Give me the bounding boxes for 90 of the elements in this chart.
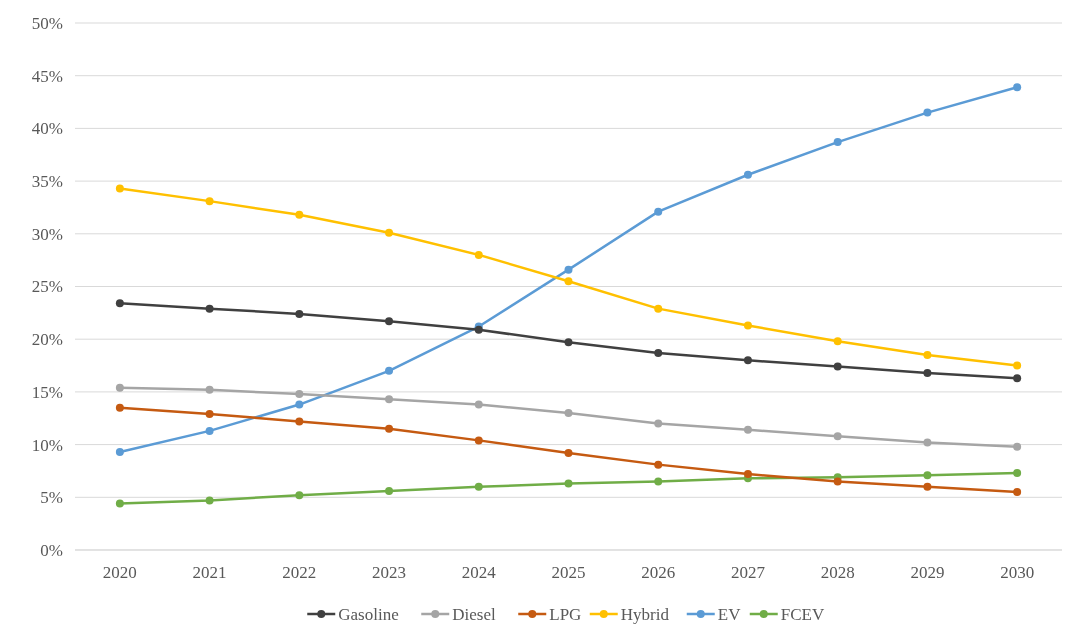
x-tick-label: 2026	[641, 563, 676, 582]
x-tick-label: 2028	[820, 563, 855, 582]
point	[833, 362, 842, 371]
point	[564, 277, 573, 286]
point	[564, 479, 573, 488]
point	[295, 210, 304, 219]
point	[833, 432, 842, 441]
point	[1013, 374, 1022, 383]
point	[833, 337, 842, 346]
point	[743, 356, 752, 365]
point	[474, 436, 483, 445]
point	[654, 207, 663, 216]
point	[833, 477, 842, 486]
legend-label: LPG	[549, 604, 582, 624]
point	[1013, 442, 1022, 451]
legend-label: Hybrid	[620, 604, 670, 624]
point	[385, 424, 394, 433]
y-tick-label: 15%	[31, 382, 63, 402]
y-tick-label: 20%	[31, 330, 63, 350]
point	[474, 400, 483, 409]
point	[295, 417, 304, 426]
point	[115, 403, 124, 412]
y-tick-label: 0%	[40, 540, 63, 560]
point	[205, 304, 214, 313]
legend-label: FCEV	[780, 604, 825, 624]
point	[564, 338, 573, 347]
point	[205, 385, 214, 394]
point	[295, 400, 304, 409]
point	[474, 250, 483, 259]
point	[1013, 488, 1022, 497]
legend-label: Diesel	[452, 604, 496, 624]
x-tick-label: 2020	[102, 563, 137, 582]
point	[115, 383, 124, 392]
legend-label: Gasoline	[338, 604, 399, 624]
point	[385, 486, 394, 495]
y-tick-label: 35%	[31, 172, 63, 192]
point	[205, 426, 214, 435]
point	[654, 304, 663, 313]
x-tick-label: 2029	[910, 563, 945, 582]
y-tick-label: 10%	[31, 435, 63, 455]
legend-label: EV	[717, 604, 742, 624]
point	[654, 348, 663, 357]
x-tick-label: 2022	[282, 563, 317, 582]
y-tick-label: 5%	[40, 488, 63, 508]
y-tick-label: 50%	[31, 13, 63, 33]
point	[743, 321, 752, 330]
point	[205, 496, 214, 505]
point	[205, 410, 214, 419]
point	[743, 470, 752, 479]
point	[654, 477, 663, 486]
point	[743, 425, 752, 434]
point	[654, 419, 663, 428]
point	[115, 184, 124, 193]
y-tick-label: 45%	[31, 66, 63, 86]
x-tick-label: 2024	[461, 563, 497, 582]
point	[564, 265, 573, 274]
x-tick-label: 2027	[730, 563, 766, 582]
point	[115, 447, 124, 456]
x-tick-label: 2030	[1000, 563, 1035, 582]
point	[654, 460, 663, 469]
point	[923, 438, 932, 447]
point	[743, 170, 752, 179]
point	[564, 408, 573, 417]
x-tick-label: 2023	[372, 563, 407, 582]
point	[385, 228, 394, 237]
point	[295, 390, 304, 399]
point	[385, 366, 394, 375]
point	[923, 471, 932, 480]
y-tick-label: 40%	[31, 119, 63, 139]
point	[923, 368, 932, 377]
point	[385, 317, 394, 326]
point	[295, 491, 304, 500]
point	[564, 449, 573, 458]
point	[923, 108, 932, 117]
point	[385, 395, 394, 404]
point	[1013, 83, 1022, 92]
point	[1013, 361, 1022, 370]
x-tick-label: 2025	[551, 563, 586, 582]
point	[833, 138, 842, 147]
point	[115, 299, 124, 308]
point	[205, 197, 214, 206]
point	[923, 351, 932, 360]
point	[474, 482, 483, 491]
point	[923, 482, 932, 491]
y-tick-label: 25%	[31, 277, 63, 297]
point	[115, 499, 124, 508]
point	[295, 309, 304, 318]
point	[1013, 469, 1022, 478]
y-tick-label: 30%	[31, 224, 63, 244]
x-tick-label: 2021	[192, 563, 227, 582]
